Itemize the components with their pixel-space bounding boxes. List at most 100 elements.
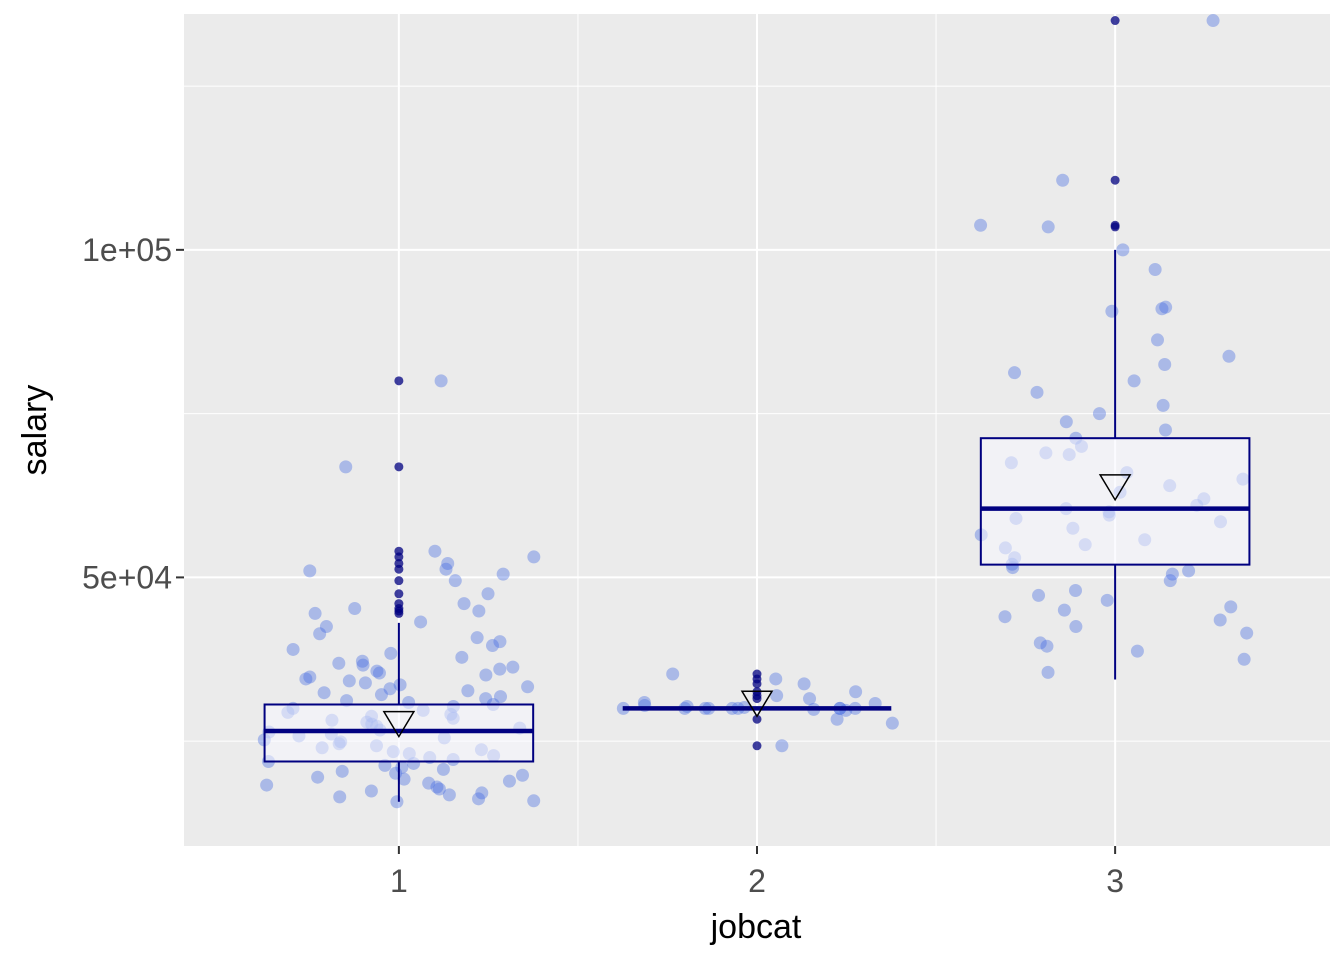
y-axis-title: salary <box>16 385 54 476</box>
jitter-point <box>1040 640 1053 653</box>
jitter-point <box>449 574 462 587</box>
jitter-point <box>443 788 456 801</box>
jitter-point <box>439 563 452 576</box>
jitter-point <box>348 602 361 615</box>
jitter-point <box>373 667 386 680</box>
jitter-point <box>849 685 862 698</box>
y-tick-label: 5e+04 <box>82 559 172 595</box>
outlier-point <box>753 694 762 703</box>
jitter-point <box>1158 358 1171 371</box>
jitter-point <box>1116 243 1129 256</box>
jitter-point <box>472 604 485 617</box>
jitter-point <box>390 795 403 808</box>
jitter-point <box>1149 263 1162 276</box>
jitter-point <box>1093 407 1106 420</box>
jitter-point <box>1164 574 1177 587</box>
jitter-point <box>1207 14 1220 27</box>
jitter-point <box>1155 302 1168 315</box>
jitter-point <box>998 610 1011 623</box>
jitter-point <box>455 651 468 664</box>
x-tick-label: 2 <box>748 863 766 899</box>
jitter-point <box>332 657 345 670</box>
outlier-point <box>394 589 403 598</box>
jitter-point <box>1240 627 1253 640</box>
jitter-point <box>1151 333 1164 346</box>
outlier-point <box>1111 222 1120 231</box>
outlier-point <box>753 679 762 688</box>
jitter-point <box>414 615 427 628</box>
jitter-point <box>1182 564 1195 577</box>
outlier-point <box>394 576 403 585</box>
x-tick-label: 1 <box>390 863 408 899</box>
jitter-point <box>527 794 540 807</box>
jitter-point <box>1042 220 1055 233</box>
jitter-point <box>437 763 450 776</box>
jitter-point <box>311 771 324 784</box>
jitter-point <box>1159 424 1172 437</box>
jitter-point <box>1222 350 1235 363</box>
jitter-point <box>461 684 474 697</box>
jitter-point <box>357 659 370 672</box>
jitter-point <box>339 460 352 473</box>
jitter-point <box>666 668 679 681</box>
jitter-point <box>831 713 844 726</box>
jitter-point <box>365 784 378 797</box>
jitter-point <box>769 672 782 685</box>
jitter-point <box>1101 594 1114 607</box>
jitter-point <box>359 676 372 689</box>
jitter-point <box>1058 604 1071 617</box>
jitter-point <box>486 639 499 652</box>
y-tick-label: 1e+05 <box>82 232 172 268</box>
jitter-point <box>458 597 471 610</box>
jitter-point <box>1214 613 1227 626</box>
jitter-point <box>1238 653 1251 666</box>
jitter-point <box>1042 666 1055 679</box>
jitter-point <box>343 674 356 687</box>
jitter-point <box>1105 305 1118 318</box>
jitter-point <box>527 550 540 563</box>
jitter-point <box>798 677 811 690</box>
jitter-point <box>375 688 388 701</box>
jitter-point <box>1056 174 1069 187</box>
jitter-point <box>503 775 516 788</box>
jitter-point <box>974 219 987 232</box>
jitter-point <box>479 669 492 682</box>
outlier-point <box>753 741 762 750</box>
outlier-point <box>394 609 403 618</box>
jitter-point <box>303 564 316 577</box>
box-iqr <box>981 438 1250 564</box>
jitter-point <box>313 627 326 640</box>
jitter-point <box>1224 600 1237 613</box>
jitter-point <box>471 631 484 644</box>
jitter-point <box>299 672 312 685</box>
jitter-point <box>384 647 397 660</box>
jitter-point <box>1031 386 1044 399</box>
outlier-point <box>1111 176 1120 185</box>
jitter-point <box>497 568 510 581</box>
outlier-point <box>394 565 403 574</box>
jitter-point <box>1128 374 1141 387</box>
jitter-point <box>1131 645 1144 658</box>
jitter-point <box>775 739 788 752</box>
jitter-point <box>472 792 485 805</box>
jitter-point <box>1069 620 1082 633</box>
x-axis-title: jobcat <box>710 908 802 946</box>
jitter-point <box>1008 366 1021 379</box>
jitter-point <box>260 779 273 792</box>
jitter-point <box>493 663 506 676</box>
jitter-point <box>1060 415 1073 428</box>
jitter-point <box>521 680 534 693</box>
outlier-point <box>394 462 403 471</box>
jitter-point <box>886 717 899 730</box>
jitter-point <box>428 545 441 558</box>
jitter-point <box>1069 584 1082 597</box>
jitter-point <box>309 607 322 620</box>
jitter-point <box>482 587 495 600</box>
jitter-point <box>516 769 529 782</box>
x-tick-label: 3 <box>1106 863 1124 899</box>
jitter-point <box>1157 399 1170 412</box>
jitter-point <box>333 790 346 803</box>
outlier-point <box>394 376 403 385</box>
jitter-point <box>287 643 300 656</box>
